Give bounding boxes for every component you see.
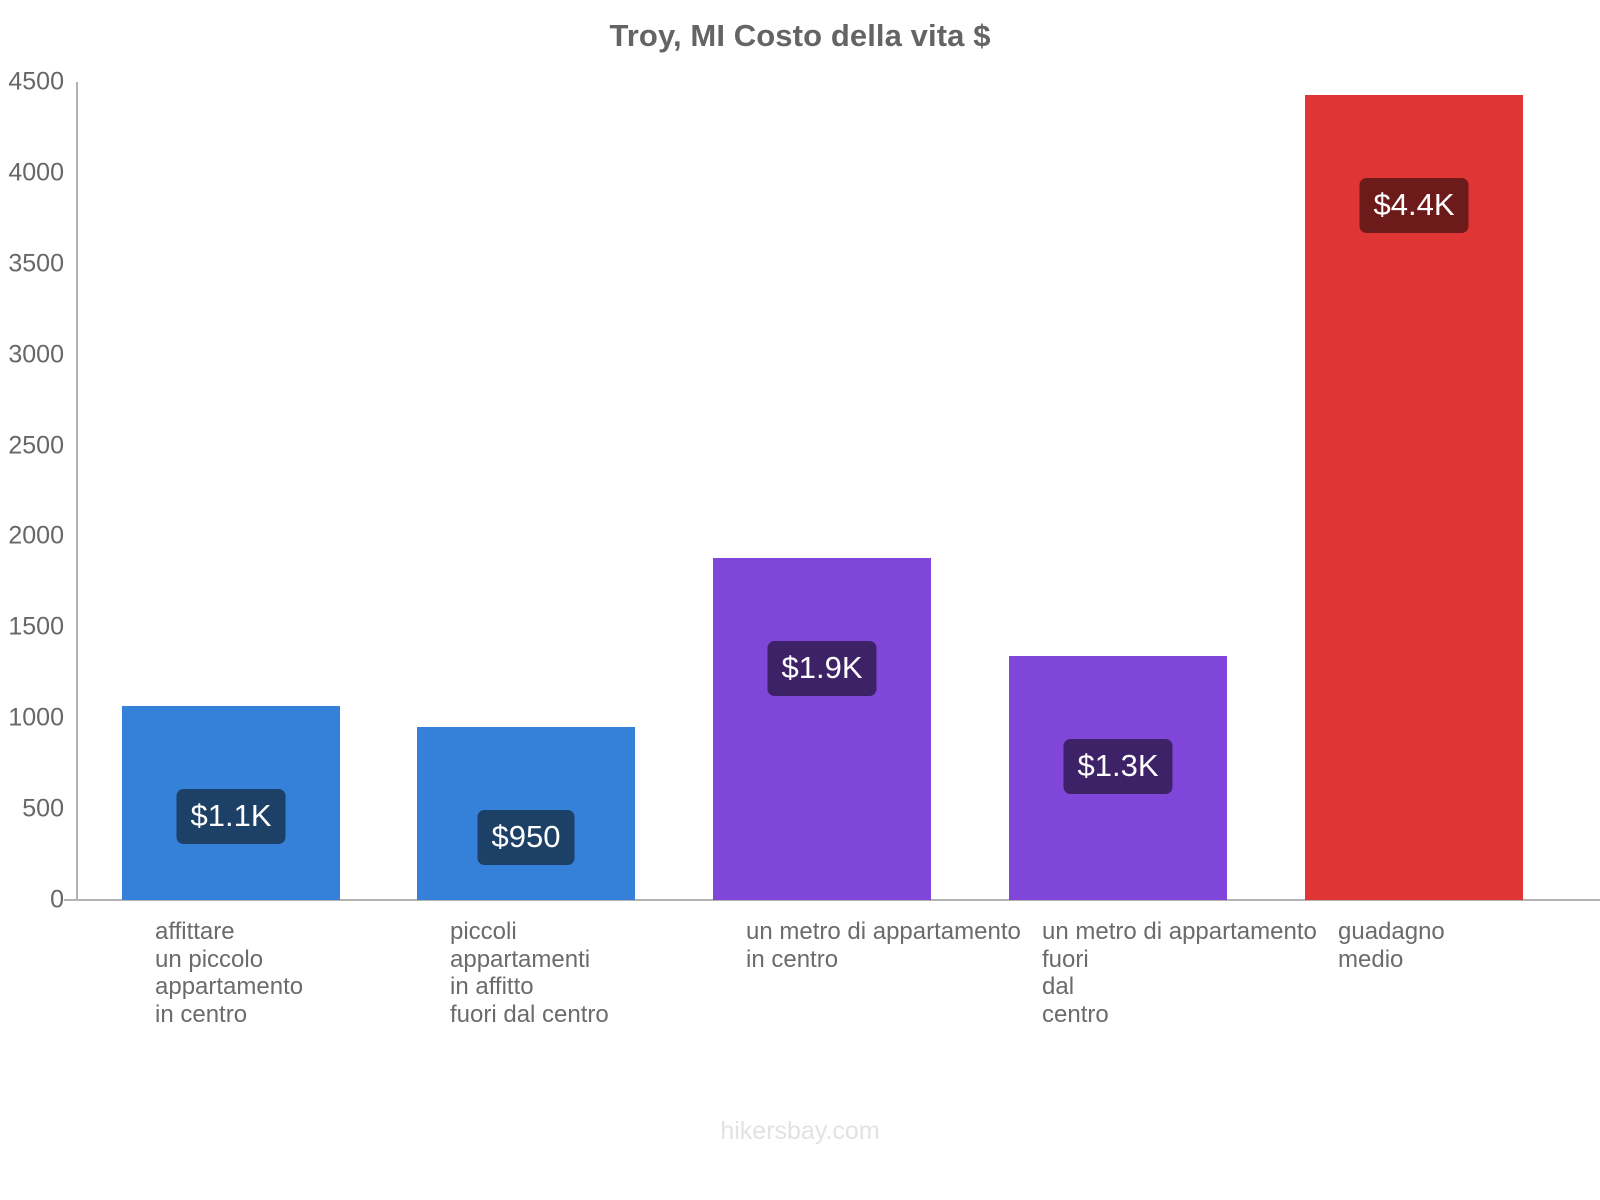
bar[interactable]: $1.9K <box>713 558 931 900</box>
x-axis-category-label: un metro di appartamento in centro <box>746 918 1021 973</box>
bar[interactable]: $950 <box>417 727 635 900</box>
bar[interactable]: $1.3K <box>1009 656 1227 900</box>
bar-value-label: $1.3K <box>1063 739 1173 795</box>
bar-value-label: $4.4K <box>1359 177 1469 233</box>
bar-value-label: $1.9K <box>767 641 877 697</box>
bar-value-label: $1.1K <box>176 788 286 844</box>
x-axis-category-label: piccoli appartamenti in affitto fuori da… <box>450 918 609 1028</box>
x-axis-category-label: guadagno medio <box>1338 918 1445 973</box>
bar[interactable]: $4.4K <box>1305 94 1523 900</box>
footer-credit: hikersbay.com <box>720 1117 880 1145</box>
x-axis-category-label: affittare un piccolo appartamento in cen… <box>155 918 304 1028</box>
chart-title: Troy, MI Costo della vita $ <box>609 18 991 53</box>
y-axis-line <box>76 82 78 900</box>
bar[interactable]: $1.1K <box>122 705 340 900</box>
x-axis-category-labels: affittare un piccolo appartamento in cen… <box>0 918 1600 1118</box>
bars-layer: $1.1K $950 $1.9K $1.3K $4.4K <box>0 82 1600 900</box>
x-axis-category-label: un metro di appartamento fuori dal centr… <box>1042 918 1317 1028</box>
x-axis-line <box>64 899 1600 901</box>
bar-value-label: $950 <box>477 810 575 866</box>
